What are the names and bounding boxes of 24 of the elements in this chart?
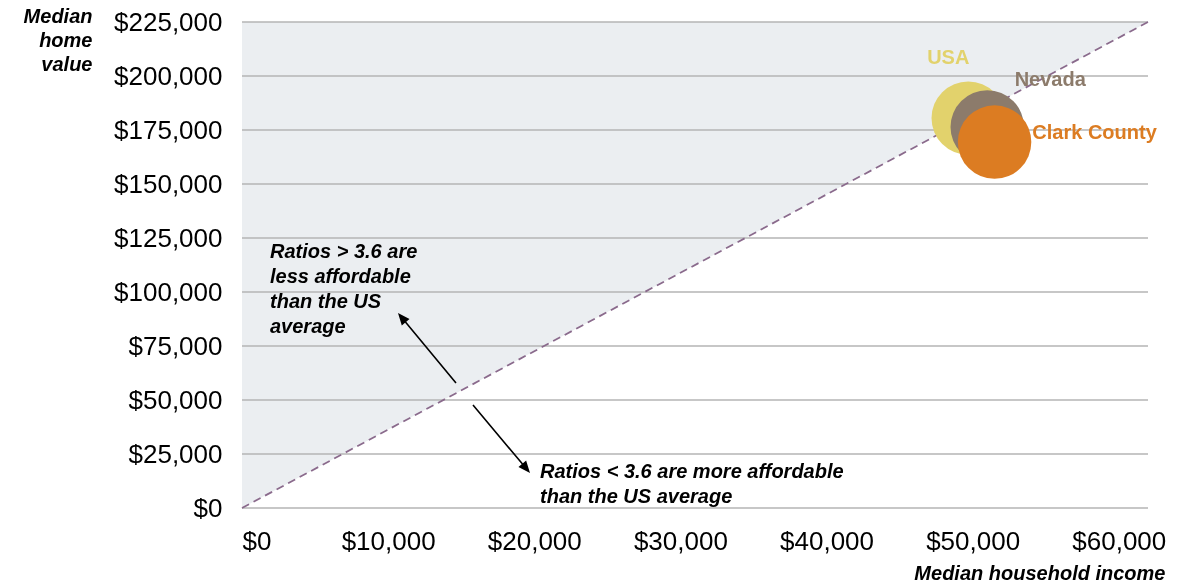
x-tick-label: $30,000 <box>633 525 728 556</box>
y-tick-label: $25,000 <box>128 438 223 469</box>
x-tick-label: $10,000 <box>341 525 436 556</box>
y-tick-label: $75,000 <box>128 330 223 361</box>
annotation: Ratios > 3.6 are less affordable than the US average <box>270 240 418 337</box>
y-tick-label: $125,000 <box>114 222 223 253</box>
x-tick-label: $20,000 <box>487 525 582 556</box>
x-tick-label: $0 <box>242 525 272 556</box>
y-tick-label: $50,000 <box>128 384 223 415</box>
y-tick-label: $225,000 <box>114 6 223 37</box>
x-tick-label: $60,000 <box>1072 525 1167 556</box>
series-label: Clark County <box>1032 121 1158 144</box>
x-tick-label: $40,000 <box>780 525 875 556</box>
series-label: Nevada <box>1014 67 1087 90</box>
y-axis-title: Median home value <box>23 4 93 75</box>
x-axis-title: Median household income <box>914 561 1166 583</box>
y-tick-label: $0 <box>193 492 223 523</box>
y-tick-label: $100,000 <box>114 276 223 307</box>
annotation: Ratios < 3.6 are more affordable than the US average <box>540 460 844 507</box>
series-label: USA <box>927 46 970 69</box>
y-tick-label: $200,000 <box>114 60 223 91</box>
y-tick-label: $175,000 <box>114 114 223 145</box>
y-tick-label: $150,000 <box>114 168 223 199</box>
x-tick-label: $50,000 <box>926 525 1021 556</box>
